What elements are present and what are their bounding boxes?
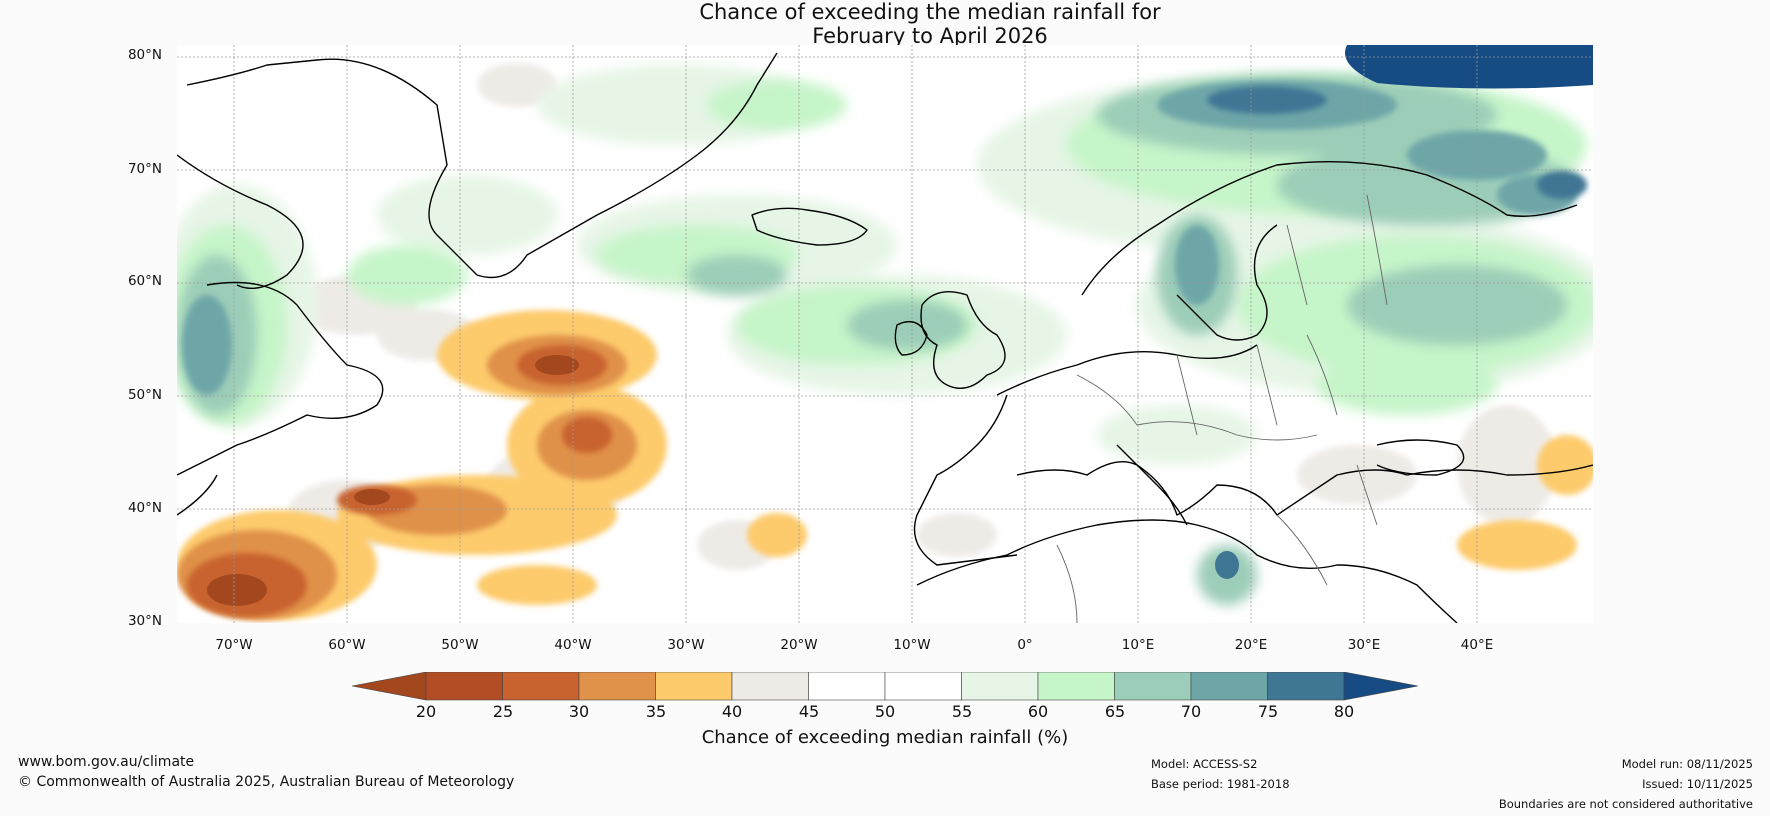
map-title-line1: Chance of exceeding the median rainfall … [699,0,1161,24]
lon-label-30e: 30°E [1347,637,1381,653]
colorbar-extend-high [1343,672,1419,701]
colorbar-tick: 40 [721,702,743,721]
lon-label-40e: 40°E [1460,637,1494,653]
copyright-text: © Commonwealth of Australia 2025, Austra… [18,774,515,790]
disclaimer: Boundaries are not considered authoritat… [1498,797,1753,811]
colorbar-tick: 65 [1104,702,1126,721]
country-borders [1056,194,1388,624]
colorbar-segment [578,672,656,701]
lat-label-80n: 80°N [127,47,162,63]
lon-label-30w: 30°W [667,637,705,653]
map-title-line2: February to April 2026 [812,24,1048,48]
lon-label-20e: 20°E [1234,637,1268,653]
colorbar-segment [731,672,809,701]
colorbar-segment [1267,672,1345,701]
website-link[interactable]: www.bom.gov.au/climate [18,754,195,770]
colorbar-segment [1037,672,1115,701]
lon-label-50w: 50°W [441,637,479,653]
colorbar-tick: 80 [1333,702,1355,721]
lon-label-40w: 40°W [554,637,592,653]
lon-label-0: 0° [1017,637,1033,653]
issued-date: Issued: 10/11/2025 [1642,777,1753,791]
rainfall-map [157,45,1617,624]
colorbar-tick: 25 [492,702,514,721]
very-wet-areas [1207,45,1593,579]
colorbar-segment [425,672,503,701]
graticule [177,45,1593,623]
colorbar-tick: 50 [874,702,896,721]
coastlines [176,52,1594,624]
model-name: Model: ACCESS-S2 [1151,757,1258,771]
lon-label-70w: 70°W [215,637,253,653]
colorbar-segment [1190,672,1268,701]
colorbar-tick: 30 [568,702,590,721]
colorbar-tick: 55 [951,702,973,721]
base-period: Base period: 1981-2018 [1151,777,1290,791]
lon-label-10e: 10°E [1121,637,1155,653]
lat-label-50n: 50°N [127,387,162,403]
colorbar-segment [808,672,886,701]
lon-label-10w: 10°W [893,637,931,653]
colorbar-label: Chance of exceeding median rainfall (%) [701,727,1069,748]
colorbar-tick: 60 [1027,702,1049,721]
colorbar-tick: 35 [645,702,667,721]
colorbar-tick: 45 [798,702,820,721]
lon-label-60w: 60°W [328,637,366,653]
colorbar-segment [502,672,580,701]
colorbar-extend-low [352,672,427,701]
colorbar-tick: 70 [1180,702,1202,721]
lat-label-40n: 40°N [127,500,162,516]
very-dry-areas [207,355,579,606]
lat-label-70n: 70°N [127,161,162,177]
colorbar [352,672,1419,701]
lon-label-20w: 20°W [780,637,818,653]
colorbar-segment [961,672,1039,701]
model-run-date: Model run: 08/11/2025 [1621,757,1753,771]
colorbar-segment [655,672,733,701]
colorbar-tick: 75 [1257,702,1279,721]
lat-label-60n: 60°N [127,273,162,289]
colorbar-segment [884,672,962,701]
colorbar-segment [1114,672,1192,701]
lat-label-30n: 30°N [127,613,162,629]
colorbar-tick: 20 [415,702,437,721]
map-title: Chance of exceeding the median rainfall … [0,0,1770,48]
